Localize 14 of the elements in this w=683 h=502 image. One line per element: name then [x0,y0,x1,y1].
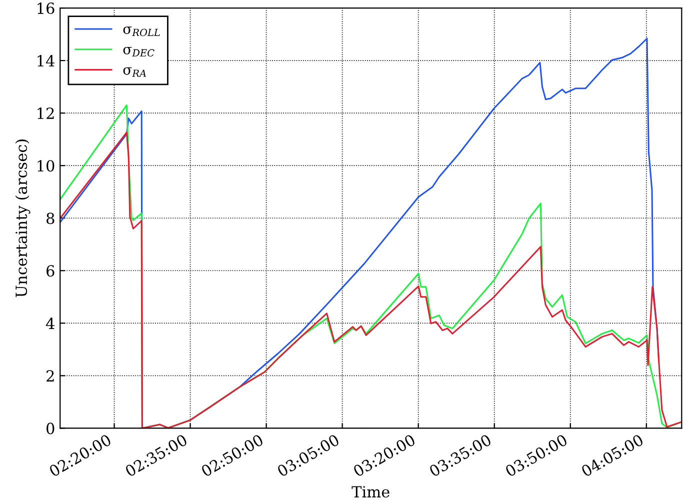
x-axis-title: Time [352,486,390,498]
y-tick-label: 6 [46,265,54,277]
legend-label: σ$_{DEC}$ [123,47,154,57]
y-tick-label: 14 [38,55,54,66]
legend-label: σ$_{RA}$ [123,67,146,77]
y-tick-label: 16 [38,2,54,14]
y-tick-label: 0 [46,422,54,434]
y-axis-title: Uncertainty (arcsec) [15,140,30,298]
y-tick-label: 12 [38,108,54,119]
y-tick-label: 4 [46,318,54,329]
y-tick-label: 10 [38,160,54,172]
y-tick-label: 8 [46,212,54,224]
legend-label: σ$_{ROLL}$ [123,26,160,36]
y-tick-label: 2 [46,370,54,382]
